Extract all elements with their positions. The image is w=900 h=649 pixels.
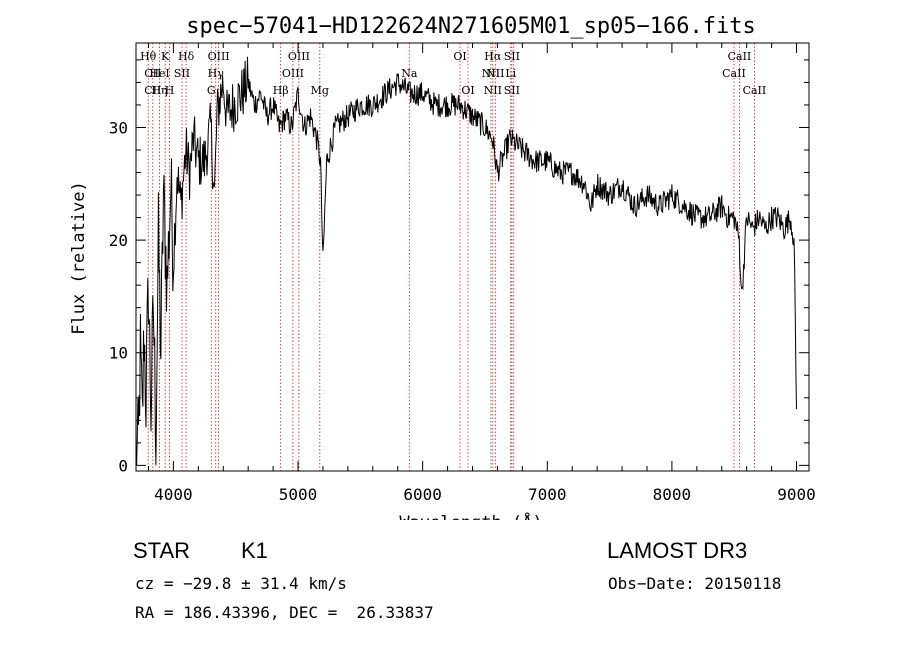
line-label-19-1: NII bbox=[486, 67, 504, 80]
x-axis-label: Wavelength (Å) bbox=[399, 511, 542, 520]
line-label-20-1: Li bbox=[505, 67, 516, 80]
line-label-1-2: CII bbox=[144, 84, 161, 97]
line-label-6-0: Hδ bbox=[178, 50, 195, 63]
line-label-25-2: CaII bbox=[743, 84, 767, 97]
line-label-9-0: OIII bbox=[208, 50, 230, 63]
x-tick-label-5: 9000 bbox=[777, 485, 816, 504]
line-label-0-0: Hθ bbox=[140, 50, 157, 63]
survey-name: LAMOST DR3 bbox=[607, 538, 748, 563]
plot-frame bbox=[135, 42, 810, 472]
observation-date: Obs−Date: 20150118 bbox=[608, 574, 782, 593]
y-axis: 0 10 20 30 bbox=[109, 59, 809, 475]
line-label-2-2: Hη bbox=[151, 84, 167, 97]
line-label-16-2: OI bbox=[461, 84, 474, 97]
y-axis-label: Flux (relative) bbox=[69, 181, 89, 335]
x-tick-label-4: 8000 bbox=[653, 485, 692, 504]
x-axis: 4000 5000 6000 7000 8000 9000 bbox=[147, 43, 816, 504]
y-tick-label-2: 20 bbox=[109, 231, 128, 250]
object-class: STAR bbox=[133, 538, 191, 563]
line-label-21-0: SII bbox=[504, 50, 520, 63]
line-label-17-1: NII bbox=[482, 67, 500, 80]
y-tick-label-3: 30 bbox=[109, 118, 128, 137]
line-label-5-1: SII bbox=[174, 67, 190, 80]
y-tick-label-0: 0 bbox=[118, 456, 128, 475]
line-label-7-2: G bbox=[207, 84, 216, 97]
spectrum-chart: spec−57041−HD122624N271605M01_sp05−166.f… bbox=[69, 14, 816, 520]
x-tick-label-2: 6000 bbox=[403, 485, 442, 504]
x-tick-label-1: 5000 bbox=[279, 485, 318, 504]
coordinates-readout: RA = 186.43396, DEC = 26.33837 bbox=[135, 603, 434, 622]
emission-line-labels: HθCIICIIHeIHηKHSIIHδGHγOIIIHβOIIIOIIIMgN… bbox=[140, 50, 766, 97]
line-label-24-0: CaII bbox=[728, 50, 752, 63]
line-label-11-1: OIII bbox=[282, 67, 304, 80]
line-label-8-1: Hγ bbox=[208, 67, 225, 80]
line-label-4-2: H bbox=[165, 84, 175, 97]
line-label-15-0: OI bbox=[453, 50, 466, 63]
object-subclass: K1 bbox=[241, 538, 268, 563]
line-label-13-2: Mg bbox=[311, 84, 329, 97]
x-tick-label-3: 7000 bbox=[528, 485, 567, 504]
line-label-18-2: NII bbox=[484, 84, 502, 97]
redshift-readout: cz = −29.8 ± 31.4 km/s bbox=[135, 574, 347, 593]
line-label-1-1: CII bbox=[144, 67, 161, 80]
chart-title: spec−57041−HD122624N271605M01_sp05−166.f… bbox=[186, 14, 756, 39]
line-label-23-1: CaII bbox=[722, 67, 746, 80]
line-label-14-1: Na bbox=[401, 67, 418, 80]
line-label-10-2: Hβ bbox=[273, 84, 289, 97]
line-label-21-2: SII bbox=[504, 84, 520, 97]
line-label-2-1: HeI bbox=[149, 67, 169, 80]
x-tick-label-0: 4000 bbox=[154, 485, 193, 504]
line-label-3-0: K bbox=[161, 50, 170, 63]
line-label-18-0: Hα bbox=[484, 50, 502, 63]
line-label-12-0: OIII bbox=[288, 50, 310, 63]
flux-series-line bbox=[135, 56, 797, 466]
y-tick-label-1: 10 bbox=[109, 344, 128, 363]
